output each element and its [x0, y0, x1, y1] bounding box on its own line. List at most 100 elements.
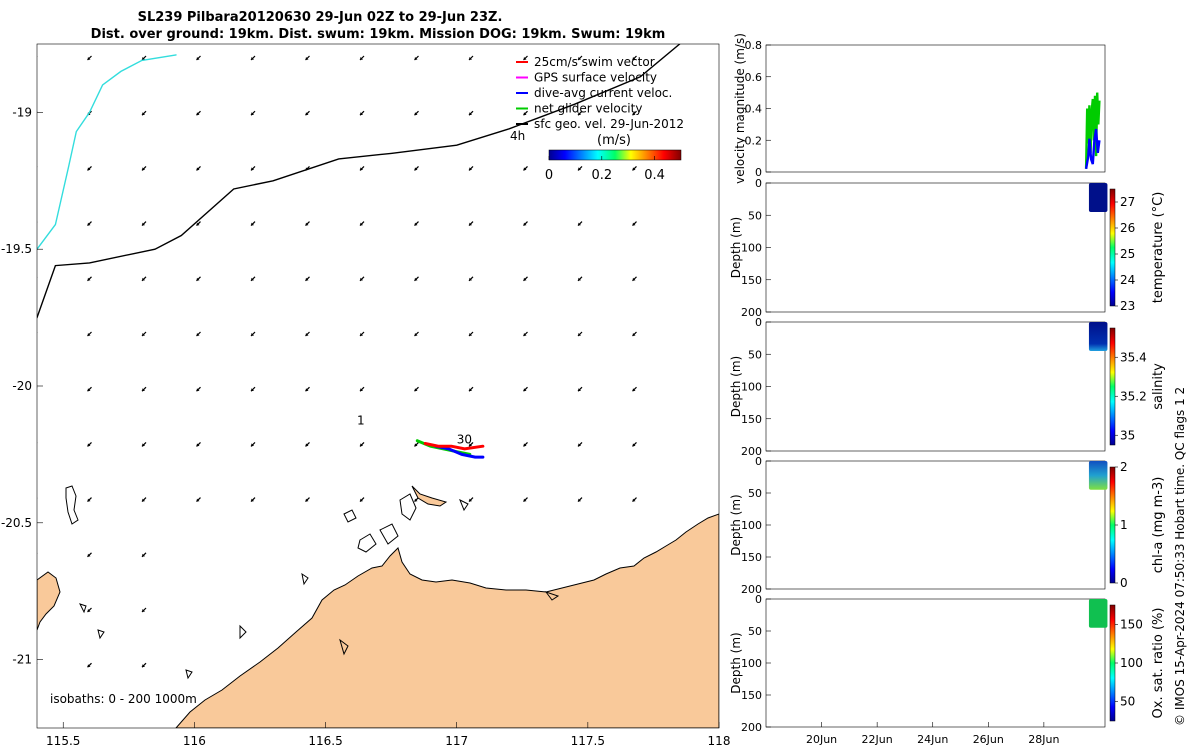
legend-label: 25cm/s swim vector [534, 55, 655, 69]
map-y-tick-label: -19 [12, 105, 32, 119]
velocity-arrowhead [360, 112, 363, 116]
legend-label: net glider velocity [534, 102, 642, 116]
velocity-arrowhead [196, 112, 200, 116]
map-y-tick-label: -20.5 [1, 516, 32, 530]
velocity-arrowhead [251, 443, 254, 447]
profile-colorbar-tick-label: 35 [1120, 428, 1135, 442]
velocity-arrowhead [196, 57, 200, 60]
velocity-arrowhead [196, 167, 200, 171]
depth-y-tick-label: 50 [748, 209, 762, 222]
velocity-arrowhead [523, 388, 527, 392]
velocity-arrowhead [196, 388, 200, 392]
panel-frame-3 [765, 460, 1106, 590]
velocity-arrowhead [632, 222, 636, 226]
velocity-arrow [37, 166, 38, 168]
velocity-arrowhead [87, 443, 91, 447]
date-x-tick-label: 22Jun [862, 733, 893, 746]
depth-y-tick-label: 50 [748, 625, 762, 638]
velocity-arrow [37, 608, 38, 609]
velocity-arrowhead [414, 498, 418, 502]
velocity-arrowhead [196, 277, 200, 281]
velocity-arrowhead [142, 222, 145, 226]
depth-y-tick-label: 100 [741, 381, 762, 394]
map-x-tick-label: 116 [183, 734, 206, 748]
colorbar-tick-label: 0 [545, 168, 553, 183]
velocity-arrowhead [305, 57, 309, 60]
profile-colorbar-tick-label: 35.4 [1120, 350, 1147, 364]
map-y-tick-label: -21 [12, 653, 32, 667]
profile-heatmap-block [1088, 461, 1108, 490]
velocity-arrowhead [578, 333, 581, 336]
velocity-arrowhead [360, 57, 363, 60]
depth-y-tick-label: 50 [748, 487, 762, 500]
velocity-arrowhead [578, 388, 581, 392]
map-x-tick-label: 117.5 [571, 734, 605, 748]
map-x-tick-label: 116.5 [308, 734, 342, 748]
velocity-arrowhead [251, 167, 254, 171]
depth-y-tick-label: 150 [741, 274, 762, 287]
surface-velocity-arrows [33, 55, 637, 668]
velocity-arrowhead [87, 57, 91, 60]
map-series [37, 44, 681, 459]
velocity-arrowhead [196, 498, 200, 502]
profile-heatmap-block [1088, 183, 1108, 213]
depth-y-tick-label: 200 [741, 445, 762, 458]
depth-y-label: Depth (m) [729, 632, 743, 693]
velocity-arrowhead [578, 167, 581, 171]
velocity-arrowhead [523, 57, 527, 60]
velocity-arrowhead [33, 278, 36, 281]
depth-y-tick-label: 100 [741, 657, 762, 670]
figure-title-line1: SL239 Pilbara20120630 29-Jun 02Z to 29-J… [138, 10, 503, 25]
panel-frame-1 [765, 182, 1106, 313]
velocity-series-1 [1084, 128, 1101, 170]
velocity-arrowhead [33, 443, 36, 446]
velocity-arrowhead [142, 57, 145, 60]
velocity-arrowhead [523, 277, 527, 281]
velocity-arrowhead [632, 277, 636, 281]
velocity-arrowhead [360, 498, 363, 502]
depth-y-tick-label: 0 [755, 455, 762, 468]
velocity-arrowhead [360, 277, 363, 281]
velocity-arrowhead [251, 498, 254, 502]
velocity-arrowhead [632, 498, 636, 502]
map-annotation: 30 [457, 432, 472, 446]
colorbar-label: (m/s) [597, 133, 631, 148]
profile-heatmap-block [1088, 599, 1108, 628]
map-series-1 [37, 44, 681, 319]
velocity-arrowhead [578, 498, 581, 502]
depth-y-tick-label: 0 [755, 593, 762, 606]
velocity-arrow [37, 56, 38, 57]
velocity-arrowhead [142, 609, 145, 612]
velocity-arrow [37, 387, 38, 389]
velocity-arrowhead [469, 388, 472, 392]
velocity-arrowhead [632, 388, 636, 392]
island-west [37, 571, 61, 631]
legend-label: dive-avg current veloc. [534, 86, 672, 100]
depth-y-label: Depth (m) [729, 217, 743, 278]
depth-y-tick-label: 0 [755, 316, 762, 329]
velocity-arrowhead [142, 167, 145, 171]
depth-y-tick-label: 150 [741, 551, 762, 564]
velocity-y-tick-label: 0.4 [745, 103, 763, 116]
velocity-arrowhead [87, 664, 91, 668]
panel-frame-4 [765, 598, 1106, 728]
velocity-arrowhead [196, 443, 200, 447]
velocity-arrowhead [87, 388, 91, 392]
velocity-arrowhead [523, 333, 527, 336]
profile-colorbar-tick-label: 27 [1120, 195, 1135, 209]
velocity-arrow [37, 442, 38, 444]
depth-y-tick-label: 200 [741, 306, 762, 319]
depth-y-label: Depth (m) [729, 356, 743, 417]
profile-colorbar-label: temperature (°C) [1151, 192, 1166, 304]
velocity-y-tick-label: 0.2 [745, 134, 763, 147]
map-series-3 [434, 444, 485, 459]
velocity-arrowhead [251, 222, 254, 226]
map-y-tick-label: -20 [12, 379, 32, 393]
velocity-arrowhead [523, 498, 527, 502]
date-x-tick-label: 28Jun [1028, 733, 1059, 746]
depth-y-tick-label: 0 [755, 177, 762, 190]
velocity-arrowhead [578, 443, 581, 447]
profile-colorbar-tick-label: 100 [1120, 656, 1143, 670]
map-annotation: 1 [357, 413, 365, 427]
velocity-arrowhead [414, 443, 418, 447]
